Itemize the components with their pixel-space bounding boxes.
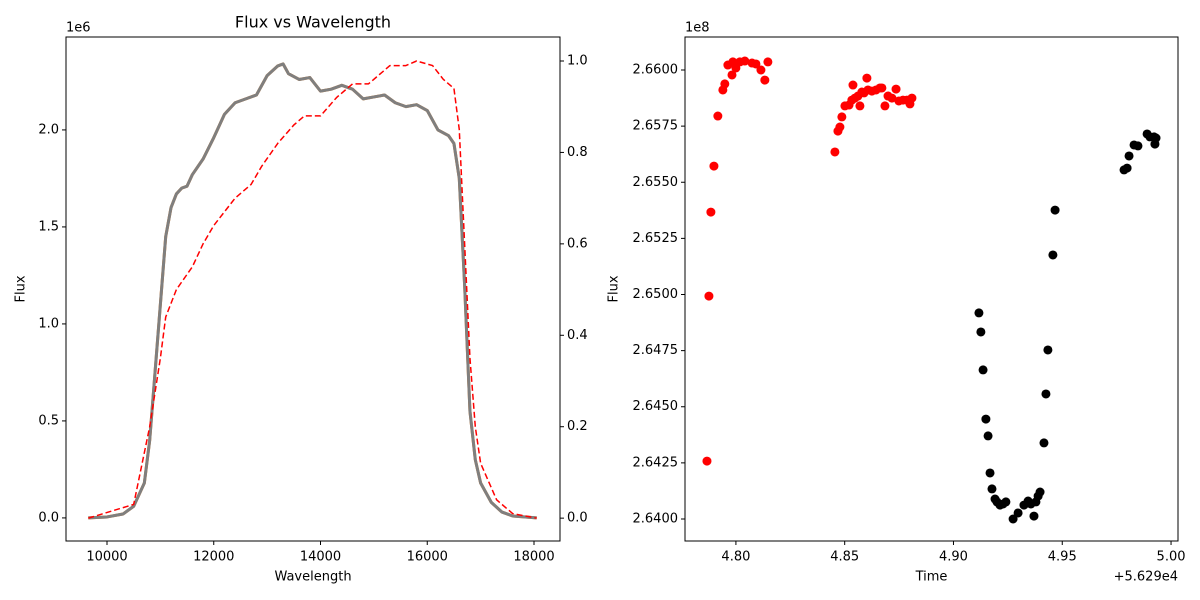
scatter-point: [880, 101, 890, 111]
x-tick-label: 14000: [300, 550, 341, 565]
data-line: [88, 60, 537, 519]
scatter-point: [760, 75, 770, 85]
scatter-point: [1008, 514, 1018, 524]
y-tick-label: 0.0: [38, 510, 59, 525]
y2-tick-label: 0.6: [567, 236, 588, 251]
scatter-point: [1122, 163, 1132, 173]
y-tick-label: 2.6575: [633, 119, 679, 134]
scatter-point: [985, 468, 995, 478]
y-offset-label: 1e6: [66, 21, 91, 36]
scatter-point: [981, 414, 991, 424]
y-axis-label: Flux: [607, 275, 622, 302]
scatter-point: [756, 65, 766, 75]
scatter-point: [740, 56, 750, 66]
scatter-point: [702, 456, 712, 466]
scatter-point: [1013, 508, 1023, 518]
scatter-point: [1048, 250, 1058, 260]
scatter-point: [976, 327, 986, 337]
x-tick-label: 18000: [513, 550, 554, 565]
y-tick-label: 1.5: [38, 219, 59, 234]
y-tick-label: 2.6400: [633, 511, 679, 526]
scatter-point: [848, 80, 858, 90]
y-tick-label: 0.5: [38, 413, 59, 428]
y-tick-label: 2.6450: [633, 399, 679, 414]
y-tick-label: 2.6425: [633, 455, 679, 470]
scatter-point: [713, 111, 723, 121]
x-tick-label: 4.95: [1048, 550, 1077, 565]
scatter-point: [1035, 487, 1045, 497]
scatter-point: [830, 147, 840, 157]
y-tick-label: 2.6525: [633, 231, 679, 246]
y2-tick-label: 0.2: [567, 419, 588, 434]
y-tick-label: 1.0: [38, 316, 59, 331]
y-tick-label: 2.6475: [633, 343, 679, 358]
x-tick-label: 5.00: [1157, 550, 1186, 565]
y2-tick-label: 0.0: [567, 511, 588, 526]
scatter-point: [887, 93, 897, 103]
scatter-point: [1050, 205, 1060, 215]
axes-frame: [65, 36, 561, 542]
scatter-point: [1043, 345, 1053, 355]
y-tick-label: 2.0: [38, 122, 59, 137]
scatter-point: [877, 83, 887, 93]
scatter-point: [706, 207, 716, 217]
scatter-point: [763, 57, 773, 67]
data-line: [88, 62, 537, 520]
scatter-point: [1151, 133, 1161, 143]
scatter-point: [727, 70, 737, 80]
scatter-point: [862, 73, 872, 83]
x-tick-label: 4.90: [939, 550, 968, 565]
scatter-point: [891, 84, 901, 94]
y-tick-label: 2.6600: [633, 63, 679, 78]
y2-tick-label: 0.8: [567, 145, 588, 160]
scatter-point: [907, 93, 917, 103]
scatter-point: [751, 59, 761, 69]
y-axis-label: Flux: [14, 275, 29, 302]
y2-tick-label: 0.4: [567, 328, 588, 343]
scatter-point: [1041, 389, 1051, 399]
y-tick-label: 2.6500: [633, 287, 679, 302]
x-axis-label: Time: [915, 570, 948, 585]
y-offset-label: 1e8: [685, 21, 710, 36]
x-tick-label: 4.85: [830, 550, 859, 565]
scatter-point: [835, 122, 845, 132]
scatter-point: [720, 79, 730, 89]
y-tick-label: 2.6550: [633, 175, 679, 190]
x-tick-label: 4.80: [721, 550, 750, 565]
x-tick-label: 12000: [193, 550, 234, 565]
scatter-point: [1124, 151, 1134, 161]
scatter-point: [1029, 511, 1039, 521]
scatter-point: [974, 308, 984, 318]
chart-title: Flux vs Wavelength: [235, 13, 391, 32]
scatter-point: [1001, 497, 1011, 507]
x-tick-label: 10000: [86, 550, 127, 565]
scatter-point: [1039, 438, 1049, 448]
y2-tick-label: 1.0: [567, 54, 588, 69]
x-offset-label: +5.629e4: [1114, 570, 1178, 585]
scatter-point: [709, 161, 719, 171]
scatter-point: [855, 101, 865, 111]
x-tick-label: 16000: [407, 550, 448, 565]
scatter-point: [837, 112, 847, 122]
x-axis-label: Wavelength: [274, 570, 351, 585]
data-line: [88, 62, 537, 520]
scatter-point: [983, 431, 993, 441]
scatter-point: [1133, 141, 1143, 151]
scatter-point: [978, 365, 988, 375]
axes-frame: [684, 36, 1179, 542]
scatter-point: [987, 484, 997, 494]
scatter-point: [704, 291, 714, 301]
